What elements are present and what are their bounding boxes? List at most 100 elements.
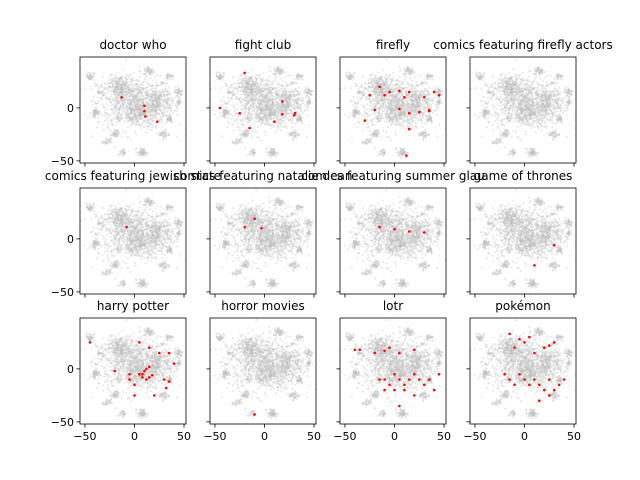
background-point — [358, 100, 360, 102]
background-point — [135, 134, 137, 136]
background-point — [122, 103, 124, 105]
background-point — [269, 104, 271, 106]
background-point — [411, 93, 413, 95]
background-point — [124, 84, 126, 86]
background-point — [97, 102, 99, 104]
background-point — [296, 111, 298, 113]
background-point — [144, 67, 146, 69]
background-point — [112, 111, 114, 113]
background-point — [117, 118, 119, 120]
background-point — [353, 96, 355, 98]
background-point — [380, 88, 382, 90]
background-point — [253, 109, 255, 111]
background-point — [139, 69, 141, 71]
background-point — [129, 84, 131, 86]
background-point — [156, 108, 158, 110]
background-point — [166, 121, 168, 123]
background-point — [244, 110, 246, 112]
background-point — [166, 111, 168, 113]
background-point — [277, 83, 279, 85]
background-point — [244, 146, 246, 148]
background-point — [113, 80, 115, 82]
background-point — [294, 107, 296, 109]
background-point — [138, 101, 140, 103]
background-point — [272, 82, 274, 84]
background-point — [254, 97, 256, 99]
background-point — [157, 97, 159, 99]
background-point — [354, 106, 356, 108]
background-point — [429, 103, 431, 105]
background-point — [412, 90, 414, 92]
background-point — [125, 58, 127, 60]
background-point — [154, 87, 156, 89]
background-point — [283, 97, 285, 99]
background-point — [289, 115, 291, 117]
background-point — [166, 94, 168, 96]
background-point — [119, 153, 121, 155]
background-point — [372, 111, 374, 113]
background-point — [237, 123, 239, 125]
background-point — [261, 112, 263, 114]
background-point — [146, 93, 148, 95]
background-point — [117, 154, 119, 156]
background-point — [370, 114, 372, 116]
background-point — [250, 107, 252, 109]
background-point — [275, 155, 277, 157]
background-point — [420, 83, 422, 85]
background-point — [94, 115, 96, 117]
background-point — [168, 93, 170, 95]
background-point — [162, 131, 164, 133]
background-point — [250, 83, 252, 85]
background-point — [241, 121, 243, 123]
background-point — [87, 76, 89, 78]
background-point — [246, 102, 248, 104]
background-point — [277, 103, 279, 105]
background-point — [420, 93, 422, 95]
background-point — [354, 82, 356, 84]
background-point — [139, 124, 141, 126]
background-point — [386, 106, 388, 108]
background-point — [269, 98, 271, 100]
background-point — [400, 86, 402, 88]
background-point — [141, 125, 143, 127]
background-point — [257, 126, 259, 128]
background-point — [125, 131, 127, 133]
background-point — [139, 80, 141, 82]
background-point — [145, 87, 147, 89]
background-point — [291, 126, 293, 128]
background-point — [89, 72, 91, 74]
background-point — [395, 101, 397, 103]
background-point — [357, 102, 359, 104]
background-point — [122, 79, 124, 81]
background-point — [245, 97, 247, 99]
background-point — [167, 133, 169, 135]
background-point — [373, 113, 375, 115]
background-point — [140, 86, 142, 88]
highlight-point — [143, 110, 146, 113]
background-point — [91, 104, 93, 106]
background-point — [290, 75, 292, 77]
background-point — [354, 101, 356, 103]
background-points — [79, 58, 187, 158]
background-point — [162, 114, 164, 116]
background-point — [238, 77, 240, 79]
background-point — [108, 77, 110, 79]
background-point — [175, 97, 177, 99]
background-point — [419, 115, 421, 117]
background-point — [167, 76, 169, 78]
background-point — [351, 100, 353, 102]
background-point — [146, 81, 148, 83]
background-point — [121, 113, 123, 115]
highlight-point — [144, 115, 147, 118]
background-point — [284, 76, 286, 78]
highlight-point — [273, 120, 276, 123]
background-point — [127, 126, 129, 128]
background-point — [258, 113, 260, 115]
background-point — [153, 109, 155, 111]
background-point — [113, 113, 115, 115]
background-point — [291, 89, 293, 91]
background-point — [306, 114, 308, 116]
background-point — [404, 78, 406, 80]
background-point — [306, 135, 308, 137]
background-point — [117, 135, 119, 137]
